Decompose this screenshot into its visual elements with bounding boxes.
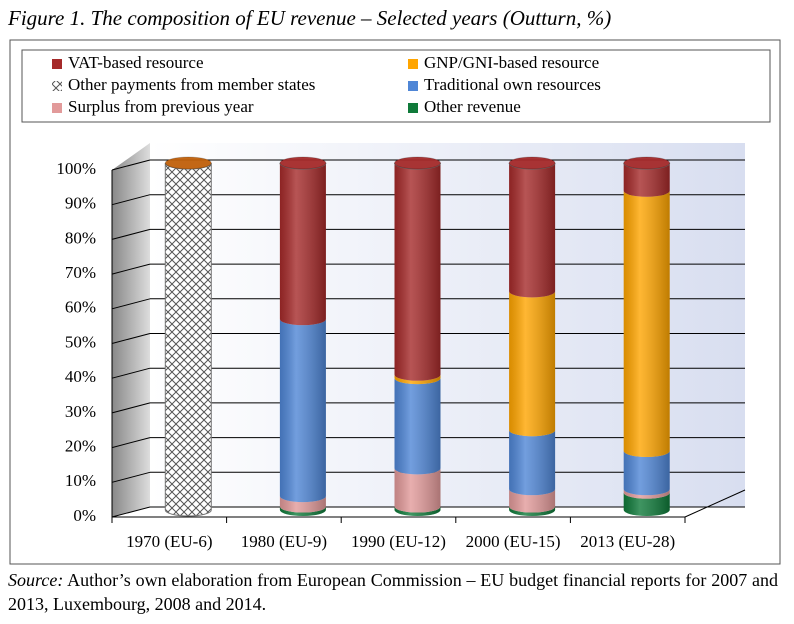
legend-label: GNP/GNI-based resource	[424, 53, 599, 72]
y-tick-label: 20%	[65, 437, 96, 456]
cylinder-segment	[164, 162, 212, 517]
segment-shade	[623, 492, 670, 516]
grid-line-side	[111, 506, 151, 518]
x-tick-label: 1990 (EU-12)	[351, 532, 446, 551]
x-tick-label: 1980 (EU-9)	[241, 532, 327, 551]
segment-shade	[279, 506, 326, 516]
segment-shade	[509, 430, 556, 496]
legend-swatch	[408, 103, 418, 113]
grid-line-side	[111, 471, 151, 483]
cylinder-cap	[279, 156, 327, 170]
source-note: Source: Author’s own elaboration from Eu…	[8, 568, 778, 616]
side-wall	[112, 143, 150, 517]
cylinder-cap	[394, 156, 441, 170]
source-text: Author’s own elaboration from European C…	[8, 570, 778, 614]
x-tick-label: 2013 (EU-28)	[580, 532, 675, 551]
legend-label: Other payments from member states	[68, 75, 315, 94]
cylinder-cap	[508, 156, 556, 170]
segment-shade	[394, 506, 441, 516]
y-tick-label: 80%	[65, 228, 96, 247]
legend-label: Surplus from previous year	[68, 97, 254, 116]
segment-shade	[394, 378, 441, 475]
segment-shade	[279, 319, 326, 503]
y-tick-label: 60%	[65, 298, 96, 317]
segment-shade	[394, 374, 441, 385]
segment-shade	[623, 163, 670, 197]
source-label: Source:	[8, 570, 64, 590]
chart-frame	[9, 39, 781, 565]
y-tick-label: 50%	[65, 332, 96, 351]
segment-shade	[509, 489, 556, 513]
chart: 0% 10% 20% 30% 40% 50% 60% 70% 80% 90% 100% 1970 (E…	[9, 39, 781, 565]
y-tick-label: 100%	[56, 159, 96, 178]
grid-line-side	[111, 263, 151, 275]
y-tick-label: 90%	[65, 194, 96, 213]
y-tick-label: 70%	[65, 263, 96, 282]
segment-shade	[394, 468, 441, 513]
legend-swatch	[408, 81, 418, 91]
y-tick-label: 0%	[73, 506, 96, 525]
y-tick-label: 30%	[65, 402, 96, 421]
chart-title: Figure 1. The composition of EU revenue …	[8, 6, 612, 30]
floor-edge	[684, 489, 746, 518]
grid-line-side	[111, 298, 151, 310]
legend-frame	[21, 49, 771, 123]
grid-line-side	[111, 228, 151, 240]
x-tick-label: 2000 (EU-15)	[466, 532, 561, 551]
grid-line-side	[111, 333, 151, 344]
segment-shade	[509, 163, 556, 298]
segment-shade	[623, 451, 670, 496]
grid-line-side	[111, 194, 151, 206]
grid-line-side	[111, 437, 151, 449]
legend-label: Traditional own resources	[424, 75, 601, 94]
x-tick-label: 1970 (EU-6)	[126, 532, 212, 551]
legend-swatch	[52, 59, 62, 69]
legend-swatch	[52, 103, 62, 113]
grid-line-side	[111, 402, 151, 414]
legend-swatch	[52, 81, 62, 91]
y-tick-label: 40%	[65, 367, 96, 386]
grid-line-side	[111, 159, 151, 171]
segment-shade	[509, 291, 556, 437]
segment-shade	[623, 190, 670, 458]
segment-shade	[279, 163, 326, 326]
grid-line-side	[111, 367, 151, 379]
legend-swatch	[408, 59, 418, 69]
legend-label: VAT-based resource	[68, 53, 204, 72]
segment-shade	[394, 163, 441, 381]
segment-shade	[279, 496, 326, 513]
segment-shade	[509, 506, 556, 516]
y-tick-label: 10%	[65, 471, 96, 490]
legend-label: Other revenue	[424, 97, 521, 116]
cylinder-cap	[164, 156, 212, 170]
cylinder-cap	[623, 156, 671, 170]
segment-shade	[623, 489, 670, 499]
